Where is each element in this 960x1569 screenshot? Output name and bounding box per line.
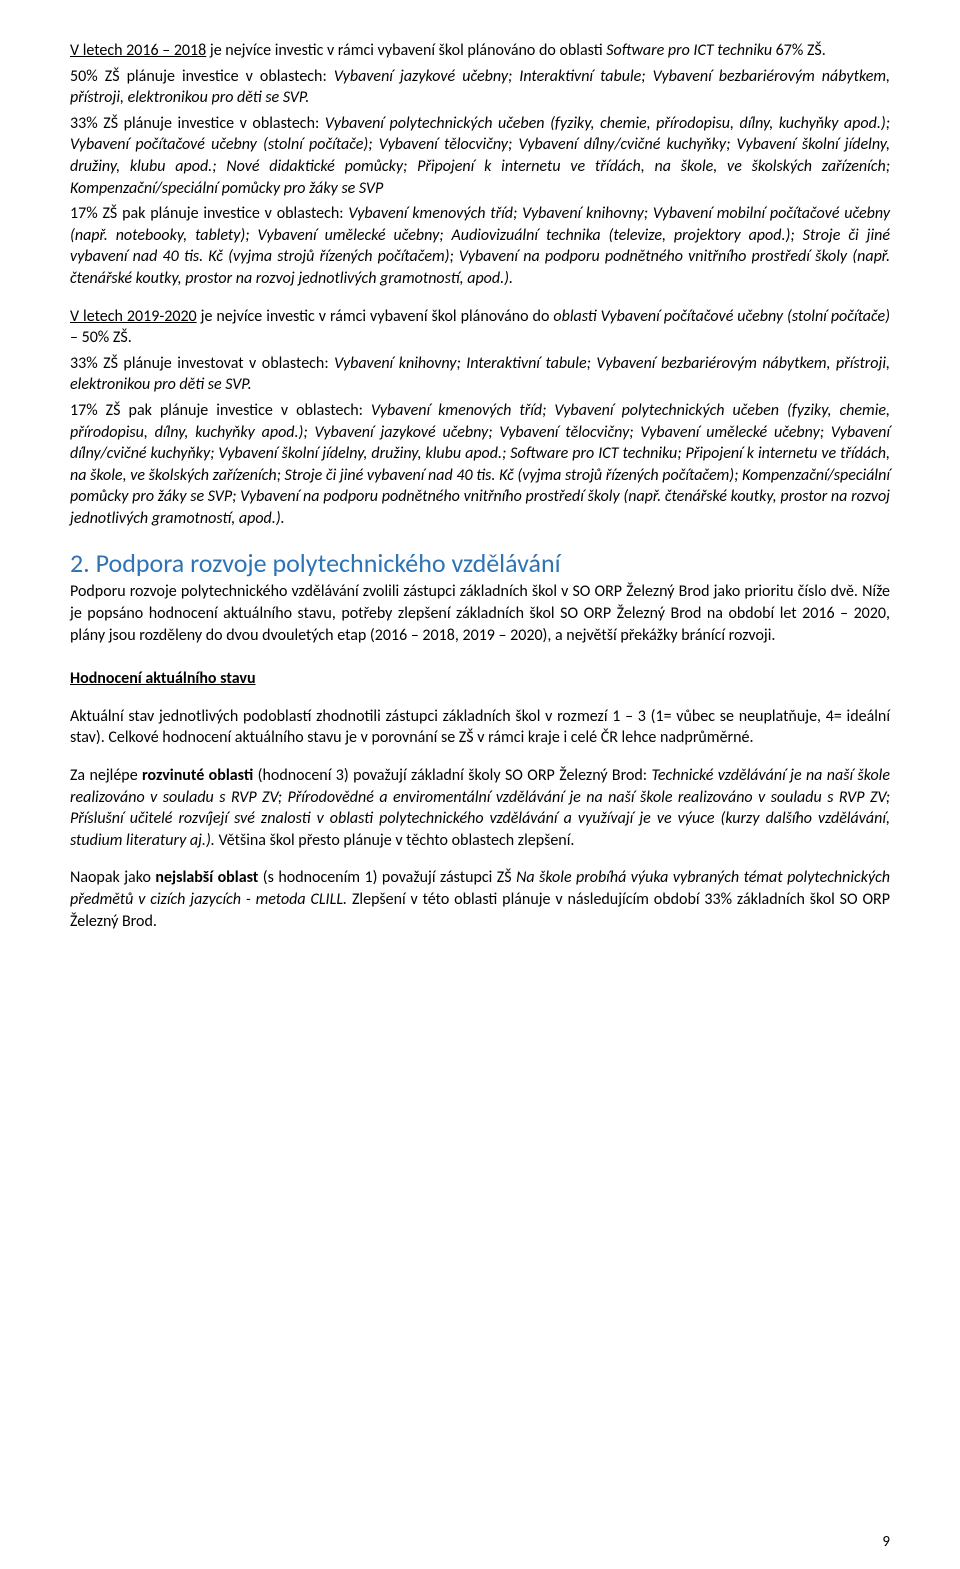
text: 67% ZŠ.	[772, 41, 826, 60]
text-underline: V letech 2019-2020	[70, 307, 197, 326]
text-bold: nejslabší oblast	[155, 868, 258, 887]
paragraph: Podporu rozvoje polytechnického vzdělává…	[70, 581, 890, 646]
spacer	[70, 855, 890, 867]
text: 50% ZŠ plánuje investice v oblastech:	[70, 67, 334, 86]
spacer	[70, 694, 890, 706]
text-bold: rozvinuté oblasti	[142, 766, 253, 785]
text: 33% ZŠ plánuje investovat v oblastech:	[70, 354, 334, 373]
text-italic: Software pro ICT techniku	[606, 41, 772, 60]
text: je nejvíce investic v rámci vybavení ško…	[206, 41, 606, 60]
paragraph: V letech 2016 – 2018 je nejvíce investic…	[70, 40, 890, 62]
paragraph: 33% ZŠ plánuje investovat v oblastech: V…	[70, 353, 890, 396]
text: (s hodnocením 1) považují zástupci ZŠ	[258, 868, 516, 887]
subheading: Hodnocení aktuálního stavu	[70, 668, 890, 690]
text: Naopak jako	[70, 868, 155, 887]
text: je nejvíce investic v rámci vybavení ško…	[197, 307, 554, 326]
text: – 50% ZŠ.	[70, 328, 132, 347]
text: 17% ZŠ pak plánuje investice v oblastech…	[70, 204, 348, 223]
text-underline: V letech 2016 – 2018	[70, 41, 206, 60]
spacer	[70, 650, 890, 668]
text: (hodnocení 3) považují základní školy SO…	[253, 766, 651, 785]
text: 33% ZŠ plánuje investice v oblastech:	[70, 114, 325, 133]
spacer	[70, 753, 890, 765]
paragraph: Aktuální stav jednotlivých podoblastí zh…	[70, 706, 890, 749]
spacer	[70, 294, 890, 306]
page-number: 9	[882, 1533, 890, 1551]
document-page: V letech 2016 – 2018 je nejvíce investic…	[0, 0, 960, 1569]
text: Za nejlépe	[70, 766, 142, 785]
paragraph: 17% ZŠ pak plánuje investice v oblastech…	[70, 203, 890, 289]
heading-section-2: 2. Podpora rozvoje polytechnického vzděl…	[70, 547, 890, 579]
paragraph: 17% ZŠ pak plánuje investice v oblastech…	[70, 400, 890, 530]
text-underline-bold: Hodnocení aktuálního stavu	[70, 669, 256, 688]
paragraph: 33% ZŠ plánuje investice v oblastech: Vy…	[70, 113, 890, 199]
paragraph: Za nejlépe rozvinuté oblasti (hodnocení …	[70, 765, 890, 851]
paragraph: V letech 2019-2020 je nejvíce investic v…	[70, 306, 890, 349]
paragraph: Naopak jako nejslabší oblast (s hodnocen…	[70, 867, 890, 932]
paragraph: 50% ZŠ plánuje investice v oblastech: Vy…	[70, 66, 890, 109]
text: 17% ZŠ pak plánuje investice v oblastech…	[70, 401, 371, 420]
text-italic: oblasti Vybavení počítačové učebny (stol…	[553, 307, 890, 326]
text: Většina škol přesto plánuje v těchto obl…	[215, 831, 575, 850]
